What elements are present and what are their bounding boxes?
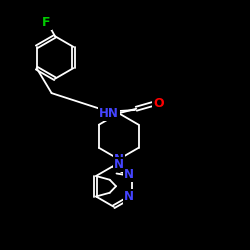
Text: HN: HN	[99, 107, 119, 120]
Text: F: F	[42, 16, 50, 29]
Text: N: N	[124, 190, 134, 203]
Text: N: N	[124, 168, 134, 181]
Text: N: N	[114, 153, 124, 166]
Text: N: N	[114, 158, 124, 171]
Text: O: O	[154, 97, 164, 110]
